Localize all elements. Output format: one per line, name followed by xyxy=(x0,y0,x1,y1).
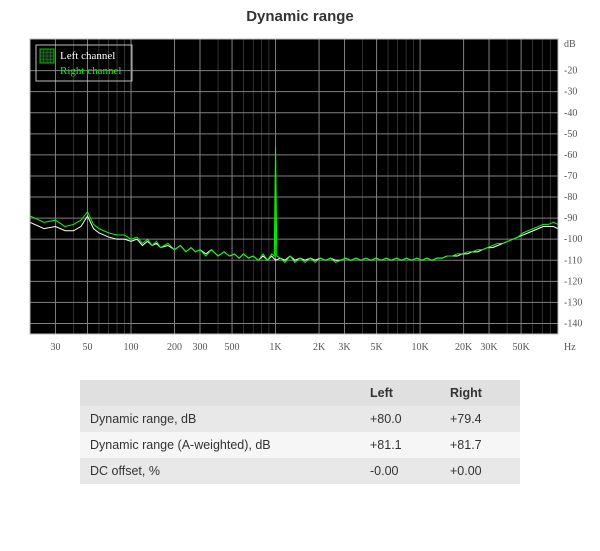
x-tick-label: 300 xyxy=(192,342,207,353)
chart-svg: 30 50 100 200 300 500 1K 2K 3K 5K 10K 20K 30K 50K -20 -… xyxy=(10,31,590,361)
x-tick-label: 1K xyxy=(269,342,282,353)
y-tick-label: -60 xyxy=(564,150,577,161)
col-right: Right xyxy=(440,380,520,406)
y-unit-label: dB xyxy=(564,39,576,50)
y-tick-label: -30 xyxy=(564,87,577,98)
x-tick-label: 500 xyxy=(225,342,240,353)
y-tick-label: -140 xyxy=(564,318,582,329)
right-value: +79.4 xyxy=(440,406,520,432)
x-tick-label: 30 xyxy=(50,342,60,353)
x-tick-label: 20K xyxy=(455,342,473,353)
table-row: Dynamic range (A-weighted), dB+81.1+81.7 xyxy=(80,432,520,458)
table-row: Dynamic range, dB+80.0+79.4 xyxy=(80,406,520,432)
left-value: +81.1 xyxy=(360,432,440,458)
metric-label: DC offset, % xyxy=(80,458,360,484)
table-header-row: Left Right xyxy=(80,380,520,406)
y-tick-label: -70 xyxy=(564,171,577,182)
table-body: Dynamic range, dB+80.0+79.4Dynamic range… xyxy=(80,406,520,484)
x-tick-label: 100 xyxy=(124,342,139,353)
y-tick-label: -90 xyxy=(564,213,577,224)
y-tick-label: -40 xyxy=(564,108,577,119)
col-metric xyxy=(80,380,360,406)
dynamic-range-chart: 30 50 100 200 300 500 1K 2K 3K 5K 10K 20K 30K 50K -20 -… xyxy=(10,31,590,366)
x-tick-label: 200 xyxy=(167,342,182,353)
left-value: +80.0 xyxy=(360,406,440,432)
y-tick-label: -50 xyxy=(564,129,577,140)
col-left: Left xyxy=(360,380,440,406)
x-tick-label: 5K xyxy=(370,342,383,353)
x-tick-label: 30K xyxy=(480,342,498,353)
table-row: DC offset, %-0.00+0.00 xyxy=(80,458,520,484)
left-value: -0.00 xyxy=(360,458,440,484)
page: Dynamic range 30 50 100 200 300 500 1K 2K 3K 5K 10… xyxy=(0,0,600,484)
right-value: +0.00 xyxy=(440,458,520,484)
y-tick-label: -110 xyxy=(564,255,582,266)
legend-label: Left channel xyxy=(60,50,115,62)
x-unit-label: Hz xyxy=(564,342,576,353)
x-tick-label: 3K xyxy=(338,342,351,353)
right-value: +81.7 xyxy=(440,432,520,458)
x-tick-label: 50 xyxy=(83,342,93,353)
metric-label: Dynamic range, dB xyxy=(80,406,360,432)
y-tick-label: -20 xyxy=(564,66,577,77)
metric-label: Dynamic range (A-weighted), dB xyxy=(80,432,360,458)
y-tick-label: -130 xyxy=(564,297,582,308)
chart-title: Dynamic range xyxy=(0,8,600,25)
legend-label: Right channel xyxy=(60,65,121,77)
x-tick-label: 2K xyxy=(313,342,326,353)
results-table: Left Right Dynamic range, dB+80.0+79.4Dy… xyxy=(80,380,520,484)
x-tick-label: 50K xyxy=(512,342,530,353)
x-tick-label: 10K xyxy=(411,342,429,353)
y-tick-label: -120 xyxy=(564,276,582,287)
y-tick-label: -100 xyxy=(564,234,582,245)
y-tick-label: -80 xyxy=(564,192,577,203)
